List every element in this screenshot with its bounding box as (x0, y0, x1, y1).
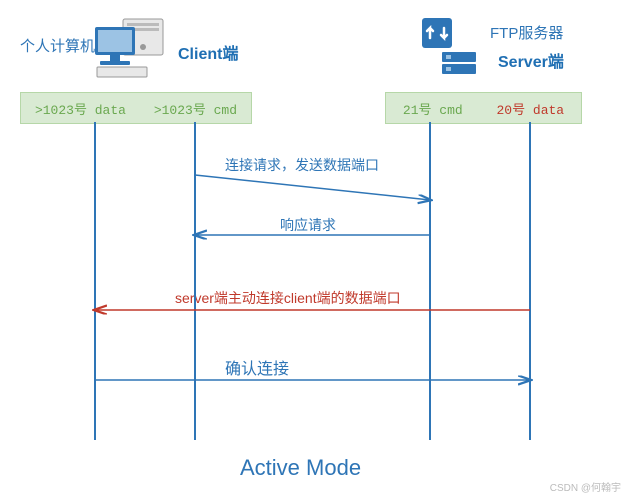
watermark: CSDN @何翰宇 (550, 479, 621, 494)
msg-confirm: 确认连接 (225, 355, 289, 379)
ftp-server-icon (422, 18, 482, 83)
client-computer-icon (95, 15, 170, 85)
server-label: FTP服务器 (490, 22, 563, 43)
diagram-title: Active Mode (240, 455, 361, 481)
client-label: 个人计算机 (20, 35, 95, 56)
client-port-box: >1023号 data >1023号 cmd (20, 92, 252, 124)
msg-connect-request: 连接请求，发送数据端口 (225, 155, 379, 175)
client-cmd-port: >1023号 cmd (154, 99, 237, 118)
client-role-label: Client端 (178, 40, 238, 64)
server-data-port: 20号 data (496, 99, 564, 118)
server-role-label: Server端 (498, 48, 564, 72)
msg-response: 响应请求 (280, 215, 336, 235)
server-cmd-port: 21号 cmd (403, 99, 463, 118)
msg-server-connect: server端主动连接client端的数据端口 (175, 288, 401, 308)
server-port-box: 21号 cmd 20号 data (385, 92, 582, 124)
client-data-port: >1023号 data (35, 99, 126, 118)
